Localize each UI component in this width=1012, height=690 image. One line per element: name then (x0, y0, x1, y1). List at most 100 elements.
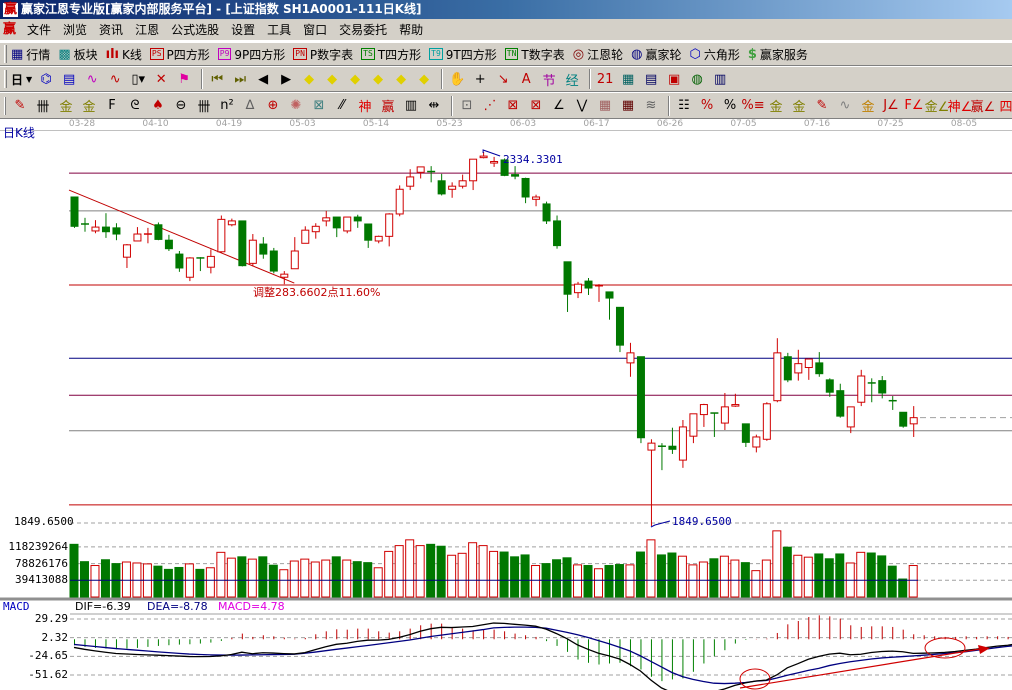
candle[interactable] (909, 406, 918, 437)
volume-bar[interactable] (174, 566, 184, 598)
volume-bar[interactable] (751, 570, 761, 598)
candle[interactable] (364, 223, 373, 248)
candle[interactable] (374, 235, 383, 244)
spiral-icon[interactable]: ᘓ (130, 98, 140, 113)
candle[interactable] (794, 349, 803, 381)
candle[interactable] (322, 210, 331, 227)
candle[interactable] (112, 223, 121, 241)
volume-bar[interactable] (688, 564, 698, 598)
wave-9-icon[interactable]: ∿ (109, 71, 121, 87)
toolbar-winner-wheel-button[interactable]: ◍ 赢家轮 (631, 46, 681, 63)
volume-bar[interactable] (447, 554, 457, 598)
volume-bar[interactable] (709, 558, 719, 598)
table-icon[interactable]: ☷ (678, 98, 690, 113)
candle[interactable] (154, 222, 163, 241)
menu-item-0[interactable]: 文件 (27, 22, 52, 37)
zigzag-icon[interactable]: ⋁ (576, 98, 588, 113)
volume-bar[interactable] (352, 561, 362, 598)
toolbar-t-square-button[interactable]: TS T四方形 (361, 46, 421, 63)
shen-angle-icon[interactable]: 神∠ (947, 100, 973, 115)
candle-type-icon[interactable]: ▯▾ (131, 71, 146, 87)
calculator-icon[interactable]: ▦ (622, 71, 635, 87)
ying-icon[interactable]: 赢 (381, 100, 395, 115)
volume-bar[interactable] (625, 564, 635, 598)
volume-bar[interactable] (163, 568, 173, 598)
volume-bar[interactable] (887, 565, 897, 598)
candle[interactable] (553, 215, 562, 249)
volume-bar[interactable] (90, 565, 100, 598)
volume-bar[interactable] (667, 552, 677, 598)
toolbar-grip[interactable] (4, 70, 7, 88)
volume-bar[interactable] (646, 539, 656, 598)
candle[interactable] (825, 378, 834, 397)
candle[interactable] (217, 215, 226, 253)
percent-icon[interactable]: % (723, 98, 737, 113)
candle[interactable] (395, 185, 404, 217)
candle[interactable] (91, 220, 100, 234)
candle[interactable] (584, 278, 593, 295)
candle[interactable] (815, 352, 824, 377)
n2-icon[interactable]: n² (220, 98, 234, 113)
volume-bar[interactable] (342, 559, 352, 598)
volume-bar[interactable] (698, 561, 708, 598)
candle[interactable] (731, 393, 740, 407)
toolbar-kline-button[interactable]: ılı K线 (106, 46, 142, 63)
volume-bar[interactable] (761, 559, 771, 598)
volume-bar[interactable] (289, 560, 299, 598)
volume-bar[interactable] (69, 543, 79, 598)
segment-icon[interactable]: ✕ (155, 71, 167, 87)
volume-bar[interactable] (457, 552, 467, 598)
move-left-icon[interactable]: ◆ (304, 71, 315, 87)
volume-bar[interactable] (793, 554, 803, 598)
marker-icon[interactable]: ♠ (152, 98, 164, 113)
menu-item-9[interactable]: 帮助 (399, 22, 424, 37)
candle[interactable] (479, 151, 488, 159)
candle[interactable] (899, 411, 908, 428)
menu-item-3[interactable]: 江恩 (135, 22, 160, 37)
toolbar-gann-wheel-button[interactable]: ◎ 江恩轮 (573, 46, 623, 63)
candle[interactable] (647, 439, 656, 526)
candle[interactable] (773, 338, 782, 403)
zoom-v-icon[interactable]: ◆ (419, 71, 430, 87)
candle[interactable] (804, 358, 813, 380)
parallel-icon[interactable]: 卌 (197, 100, 211, 115)
candle[interactable] (626, 342, 635, 377)
j-angle-icon[interactable]: J∠ (883, 98, 899, 113)
candle[interactable] (122, 244, 131, 268)
candle[interactable] (80, 217, 89, 232)
volume-bar[interactable] (562, 557, 572, 598)
zoom-out-h-icon[interactable]: ◆ (373, 71, 384, 87)
candle[interactable] (164, 234, 173, 252)
candle[interactable] (532, 194, 541, 207)
candle[interactable] (574, 281, 583, 299)
percent-levels-icon[interactable]: %≡ (741, 98, 765, 113)
save-icon[interactable]: ▣ (668, 71, 681, 87)
candle[interactable] (238, 220, 247, 267)
volume-bar[interactable] (216, 551, 226, 598)
gold-angle-icon[interactable]: 金∠ (924, 100, 950, 115)
ruler-icon[interactable]: ▥ (404, 98, 418, 113)
toolbar-p-square-button[interactable]: PS P四方形 (149, 46, 210, 63)
wave-3-icon[interactable]: ∿ (86, 71, 98, 87)
candle[interactable] (490, 156, 499, 167)
volume-bar[interactable] (635, 551, 645, 598)
pen-icon[interactable]: ✎ (14, 98, 26, 113)
toolbar-t-number-table-button[interactable]: TN T数字表 (504, 46, 565, 63)
volume-bar[interactable] (153, 565, 163, 598)
macd-plot[interactable] (73, 615, 1012, 690)
menu-item-2[interactable]: 资讯 (99, 22, 124, 37)
volume-bar[interactable] (908, 565, 918, 598)
toolbar-9p-square-button[interactable]: P9 9P四方形 (217, 46, 285, 63)
gold-1-icon[interactable]: 金 (59, 100, 73, 115)
candle[interactable] (353, 214, 362, 228)
toolbar-grip[interactable] (4, 96, 6, 115)
volume-bar[interactable] (499, 551, 509, 598)
menu-item-6[interactable]: 工具 (267, 22, 292, 37)
percent-line-icon[interactable]: % (700, 98, 714, 113)
volume-bar[interactable] (856, 551, 866, 598)
candle[interactable] (657, 443, 666, 471)
candle[interactable] (227, 218, 236, 227)
fan-box-icon[interactable]: ⊠ (507, 98, 519, 113)
zoom-in-icon[interactable]: ◆ (396, 71, 407, 87)
volume-bar[interactable] (677, 555, 687, 598)
